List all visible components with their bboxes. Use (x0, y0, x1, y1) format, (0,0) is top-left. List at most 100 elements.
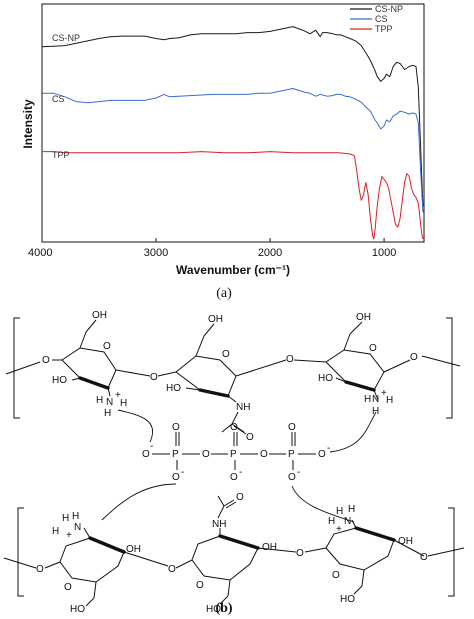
glycosidic-oxygen: O (286, 354, 294, 365)
ammonium-charge: + (381, 388, 387, 399)
ammonium-hydrogen: H (62, 513, 69, 524)
x-tick-label: 4000 (28, 247, 52, 259)
ammonium-hydrogen: H (96, 395, 103, 406)
hydroxyl: HO (70, 604, 85, 615)
ammonium-nitrogen: N (74, 522, 81, 533)
ammonium-hydrogen: H (328, 516, 335, 527)
ring-oxygen: O (369, 343, 377, 354)
ammonium-hydrogen: H (372, 406, 379, 417)
ionic-interaction-arrow (329, 411, 377, 453)
ring-oxygen: O (103, 341, 111, 352)
tpp-oxo: O (288, 422, 296, 433)
hydroxyl: HO (340, 594, 355, 605)
hydroxyl: HO (52, 375, 67, 386)
ionic-interaction-arrow (291, 485, 355, 523)
ammonium-nitrogen: N (372, 394, 379, 405)
tpp-charge: - (327, 443, 330, 454)
series-layer (41, 26, 424, 240)
bond-chain-end (421, 355, 461, 367)
hydroxyl: HO (318, 373, 333, 384)
chain-oxygen: O (42, 355, 50, 366)
inline-label-tpp: TPP (52, 150, 70, 160)
legend: CS-NP CS TPP (350, 4, 403, 34)
tpp-bridge-oxygen: O (202, 449, 210, 460)
hydroxyl: OH (262, 542, 277, 553)
tpp-o-minus: O (142, 449, 150, 460)
glycosidic-oxygen: O (296, 548, 304, 559)
chitosan-tpp-scheme: O OH O HO N + H H H O O OH H (3, 310, 465, 616)
tpp-charge: - (181, 467, 184, 478)
ammonium-hydrogen: H (348, 504, 355, 515)
glucosamine-ring-top-3: O O OH HO N + H H H O (286, 312, 418, 417)
tpp-o-minus: O (230, 472, 238, 483)
ammonium-hydrogen: H (52, 526, 59, 537)
glycosidic-oxygen: O (150, 372, 158, 383)
tpp-charge: - (239, 467, 242, 478)
series-line-cs (42, 88, 424, 213)
ammonium-nitrogen: N (106, 397, 113, 408)
ftir-chart: 4000 3000 2000 1000 CS-NP CS TPP CS-NP CS T… (21, 3, 425, 301)
panel-label-b: (b) (215, 601, 232, 616)
tpp-charge: - (297, 467, 300, 478)
glycosidic-oxygen: O (168, 564, 176, 575)
glucosamine-ring-top-1: O OH O HO N + H H H (42, 310, 151, 419)
x-tick-label: 2000 (258, 247, 282, 259)
legend-label-cs: CS (375, 14, 388, 24)
ammonium-charge: + (115, 390, 121, 401)
bond-chain-end (3, 557, 37, 569)
tripolyphosphate: O - P O O - O P O O - O P O (142, 422, 330, 483)
ring-oxygen: O (64, 582, 72, 593)
x-tick-label: 3000 (144, 247, 168, 259)
amide-nh: NH (236, 402, 250, 413)
bracket-bottom-right (448, 507, 455, 597)
ring-oxygen: O (196, 580, 204, 591)
tpp-bridge-oxygen: O (260, 449, 268, 460)
x-axis-ticks: 4000 3000 2000 1000 (28, 238, 396, 259)
hydroxyl: HO (166, 383, 181, 394)
tpp-phosphorus: P (230, 449, 237, 460)
glycosidic-oxygen: O (410, 352, 418, 363)
hydroxyl: OH (398, 536, 413, 547)
ionic-interaction-arrow (117, 409, 153, 443)
hydroxyl: OH (126, 544, 141, 555)
bracket-top-left (13, 317, 20, 419)
series-line-tpp (42, 151, 424, 240)
tpp-o-minus: O (172, 472, 180, 483)
ammonium-charge: + (66, 530, 72, 541)
bond-chain-end (5, 361, 41, 375)
carbonyl-oxygen: O (246, 432, 254, 443)
ammonium-hydrogen: H (120, 398, 127, 409)
carbonyl-oxygen: O (236, 492, 244, 503)
hydroxyl: OH (208, 314, 223, 325)
hydroxyl: OH (356, 312, 371, 323)
hydroxyl: HO (206, 604, 221, 615)
plot-frame (41, 3, 425, 243)
hydroxyl: OH (92, 310, 107, 321)
tpp-oxo: O (230, 422, 238, 433)
ammonium-hydrogen: H (72, 511, 79, 522)
y-axis-label: Intensity (21, 99, 35, 149)
inline-label-cs: CS (52, 94, 65, 104)
ring-oxygen: O (222, 349, 230, 360)
amide-nh: NH (212, 519, 226, 530)
ring-oxygen: O (332, 570, 340, 581)
bracket-top-right (446, 317, 453, 419)
ionic-interaction-arrow (101, 483, 177, 521)
glucosamine-ring-bottom-3: O O HO OH N + H H H O (296, 504, 428, 605)
legend-label-tpp: TPP (375, 24, 393, 34)
ammonium-charge: + (336, 524, 342, 535)
tpp-charge: - (150, 441, 153, 452)
glycosidic-oxygen: O (420, 552, 428, 563)
ammonium-hydrogen: H (364, 394, 371, 405)
tpp-phosphorus: P (172, 449, 179, 460)
glucosamine-ring-bottom-1: O O HO OH N + H H H (36, 511, 169, 615)
bracket-bottom-left (17, 507, 24, 597)
bond-chain-end (427, 547, 465, 557)
acetylglucosamine-ring-bottom-2: O O HO OH NH O (168, 492, 297, 615)
ammonium-hydrogen: H (336, 506, 343, 517)
legend-label-cs-np: CS-NP (375, 4, 403, 14)
panel-label-a: (a) (216, 286, 232, 301)
tpp-o-minus: O (318, 449, 326, 460)
inline-label-cs-np: CS-NP (52, 33, 80, 43)
